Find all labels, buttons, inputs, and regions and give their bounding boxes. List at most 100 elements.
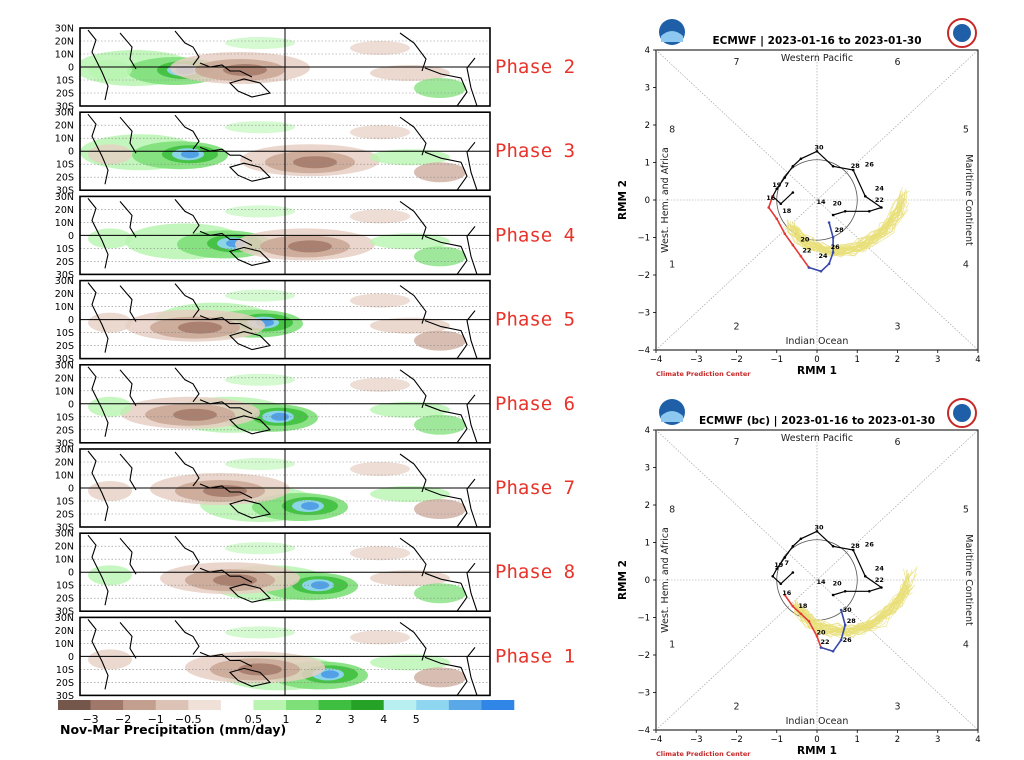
- region-label-bottom: Indian Ocean: [786, 716, 849, 727]
- colorbar-segment: [188, 700, 222, 710]
- noaa-logo-wave: [661, 411, 683, 422]
- coastline: [424, 320, 468, 359]
- coastline: [174, 283, 200, 318]
- observed-point: [775, 567, 779, 571]
- precip-anomaly-shading: [414, 78, 466, 98]
- y-tick-label: 1: [645, 539, 650, 549]
- ensemble-member-line: [789, 196, 903, 255]
- latitude-label: 0: [68, 231, 74, 242]
- precip-anomaly-shading: [88, 228, 132, 249]
- day-label: 20: [800, 235, 810, 243]
- coastline: [424, 67, 468, 107]
- phase-label: Phase 3: [495, 140, 575, 162]
- colorbar-tick-label: 4: [380, 713, 387, 726]
- coastline: [424, 404, 468, 444]
- phase-composite-maps: 30N 20N 10N 0 10S 20S 30S Phase 2 30N 20N 10N 0 10S 2…: [55, 24, 575, 738]
- observed-point: [791, 191, 795, 194]
- noaa-logo: [659, 19, 685, 45]
- precip-anomaly-shading: [293, 156, 337, 169]
- latitude-label: 0: [68, 652, 74, 663]
- latitude-label: 30N: [55, 445, 74, 456]
- phase-number: 6: [894, 437, 900, 448]
- latitude-label: 20N: [55, 458, 74, 469]
- forecast-week2-point: [831, 236, 835, 239]
- y-tick-label: 4: [645, 46, 650, 56]
- forecast-week2-point: [839, 638, 843, 642]
- colorbar-tick-label: 0.5: [245, 713, 263, 726]
- coastline: [174, 114, 200, 150]
- x-tick-label: 0: [814, 735, 819, 745]
- credit-label: Climate Prediction Center: [656, 370, 751, 378]
- ensemble-plume: [783, 187, 910, 258]
- map-shading-layer: [88, 289, 466, 351]
- day-label: 22: [875, 576, 884, 584]
- phase-number: 2: [733, 701, 739, 712]
- latitude-label: 20N: [55, 205, 74, 216]
- latitude-label: 0: [68, 484, 74, 495]
- coastline: [399, 537, 427, 577]
- latitude-label: 20S: [56, 594, 74, 605]
- day-label: 7: [785, 181, 790, 189]
- precip-anomaly-shading: [370, 486, 450, 502]
- map-frame: [79, 195, 491, 276]
- day-label: 16: [766, 194, 776, 202]
- precip-anomaly-shading: [181, 150, 199, 159]
- colorbar-tick-label: −3: [82, 713, 98, 726]
- noaa-logo-wave: [661, 31, 683, 42]
- y-tick-label: 0: [645, 576, 650, 586]
- nws-logo-center: [953, 24, 971, 42]
- day-label: 26: [865, 540, 875, 548]
- colorbar-tick-label: −0.5: [175, 713, 202, 726]
- coastline: [199, 651, 253, 667]
- x-tick-label: −2: [730, 355, 743, 365]
- latitude-label: 10N: [55, 386, 74, 397]
- map-shading-layer: [88, 373, 466, 435]
- coastline: [466, 647, 478, 696]
- observed-point: [868, 209, 871, 213]
- region-label-bottom: Indian Ocean: [786, 336, 849, 347]
- day-label: 20: [833, 580, 843, 588]
- coastline: [87, 282, 109, 353]
- latitude-label: 10N: [55, 50, 74, 61]
- latitude-label: 30S: [56, 607, 74, 618]
- x-tick-label: 4: [975, 735, 980, 745]
- observed-point: [831, 213, 835, 217]
- precip-anomaly-shading: [350, 630, 410, 645]
- region-label-right: Maritime Continent: [963, 154, 974, 246]
- coastline: [199, 483, 253, 499]
- precip-anomaly-shading: [88, 565, 132, 586]
- colorbar-segment: [286, 700, 319, 710]
- coastline: [119, 32, 137, 70]
- y-axis-label: RMM 2: [617, 180, 629, 220]
- y-tick-label: 3: [645, 464, 650, 474]
- map-shading-layer: [88, 542, 466, 604]
- ensemble-member-line: [792, 201, 904, 254]
- latitude-label: 10S: [56, 581, 74, 592]
- coastline: [466, 478, 478, 528]
- coastline: [174, 367, 200, 403]
- coastline: [466, 562, 478, 612]
- forecast-week2-point: [819, 646, 823, 649]
- x-tick-label: −2: [730, 735, 743, 745]
- forecast-week2-point: [807, 266, 811, 269]
- coastline: [466, 57, 478, 107]
- latitude-label: 10S: [56, 160, 74, 171]
- latitude-label: 30S: [56, 270, 74, 281]
- coastline: [399, 200, 427, 240]
- observed-point: [851, 168, 855, 172]
- precip-anomaly-shading: [350, 546, 410, 561]
- precip-anomaly-shading: [370, 654, 450, 671]
- coastline: [174, 620, 200, 655]
- colorbar-tick-label: −2: [115, 713, 131, 726]
- day-label: 22: [875, 196, 884, 204]
- latitude-label: 30S: [56, 691, 74, 702]
- observed-point: [771, 574, 775, 578]
- latitude-label: 20N: [55, 289, 74, 300]
- colorbar-tick-label: 1: [283, 713, 290, 726]
- coastline: [228, 162, 272, 182]
- latitude-label: 30S: [56, 354, 74, 365]
- observed-point: [880, 586, 883, 589]
- precip-anomaly-shading: [414, 583, 466, 604]
- observed-point: [779, 202, 783, 206]
- precip-anomaly-shading: [370, 570, 450, 587]
